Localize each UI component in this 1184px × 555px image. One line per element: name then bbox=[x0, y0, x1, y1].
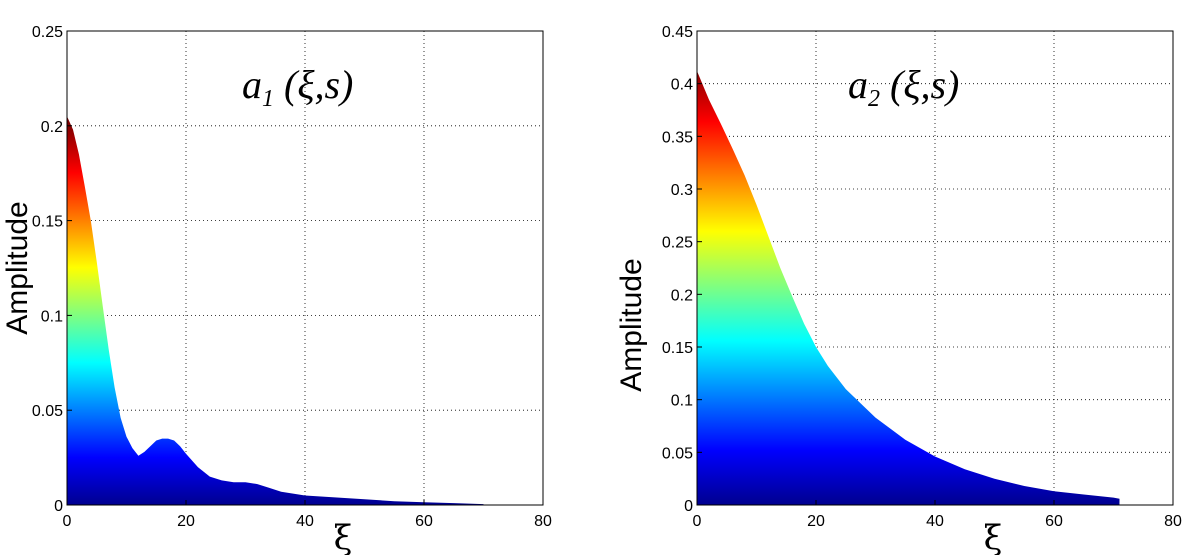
x-tick-label: 80 bbox=[534, 513, 552, 530]
y-tick-label: 0.4 bbox=[671, 77, 693, 94]
x-tick-label: 80 bbox=[1164, 513, 1182, 530]
y-tick-label: 0 bbox=[54, 498, 63, 515]
grid bbox=[67, 31, 543, 505]
x-tick-label: 40 bbox=[926, 513, 944, 530]
title-main: a bbox=[242, 62, 262, 107]
x-tick-label: 60 bbox=[1045, 513, 1063, 530]
amplitude-area bbox=[697, 71, 1120, 505]
chart-a1: 0 20 40 60 80 0 0.05 0.1 0.15 0.2 0.25 Amplitude ξ… bbox=[1, 24, 552, 555]
y-tick-label: 0.25 bbox=[32, 24, 63, 41]
grid bbox=[697, 31, 1173, 505]
y-tick-label: 0.05 bbox=[32, 403, 63, 420]
y-tick-label: 0.45 bbox=[662, 24, 693, 41]
chart-a2: 0 20 40 60 80 0 0.05 0.1 0.15 0.2 0.25 0.3 0.35 0.4 0.… bbox=[615, 24, 1182, 555]
title-subscript: 1 bbox=[262, 86, 274, 112]
tick-labels: 0 20 40 60 80 0 0.05 0.1 0.15 0.2 0.25 0.3 0.35 0.4 0.… bbox=[662, 24, 1182, 530]
y-tick-label: 0.3 bbox=[671, 182, 693, 199]
y-tick-label: 0.35 bbox=[662, 129, 693, 146]
x-axis-label: ξ bbox=[334, 518, 353, 555]
chart-title: a2 (ξ,s) bbox=[848, 62, 959, 112]
y-axis-label: Amplitude bbox=[615, 258, 648, 391]
title-args: (ξ,s) bbox=[880, 62, 959, 107]
x-tick-label: 0 bbox=[693, 513, 702, 530]
y-tick-label: 0.2 bbox=[41, 119, 63, 136]
y-tick-label: 0.2 bbox=[671, 287, 693, 304]
x-tick-label: 40 bbox=[296, 513, 314, 530]
amplitude-area bbox=[67, 116, 484, 506]
y-axis-label: Amplitude bbox=[1, 201, 34, 334]
y-tick-label: 0.15 bbox=[662, 340, 693, 357]
y-tick-label: 0.1 bbox=[671, 393, 693, 410]
x-tick-label: 60 bbox=[415, 513, 433, 530]
y-tick-label: 0.05 bbox=[662, 445, 693, 462]
tick-labels: 0 20 40 60 80 0 0.05 0.1 0.15 0.2 0.25 bbox=[32, 24, 552, 530]
title-subscript: 2 bbox=[868, 86, 880, 112]
title-main: a bbox=[848, 62, 868, 107]
chart-title: a1 (ξ,s) bbox=[242, 62, 353, 112]
y-tick-label: 0 bbox=[684, 498, 693, 515]
x-axis-label: ξ bbox=[984, 518, 1003, 555]
x-tick-label: 20 bbox=[807, 513, 825, 530]
x-tick-label: 20 bbox=[177, 513, 195, 530]
title-args: (ξ,s) bbox=[274, 62, 353, 107]
y-tick-label: 0.1 bbox=[41, 308, 63, 325]
x-tick-label: 0 bbox=[63, 513, 72, 530]
y-tick-label: 0.15 bbox=[32, 214, 63, 231]
y-tick-label: 0.25 bbox=[662, 235, 693, 252]
